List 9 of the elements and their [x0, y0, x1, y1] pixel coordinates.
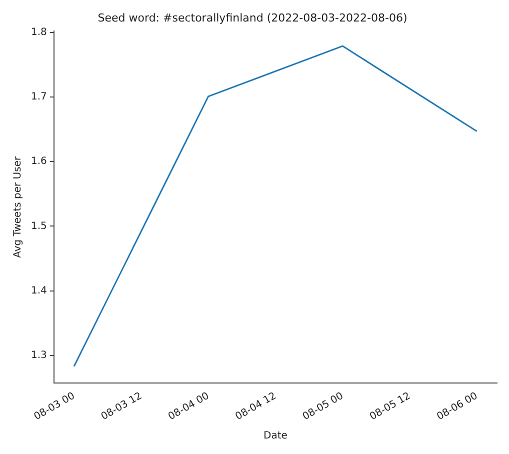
y-tick-label: 1.7	[30, 92, 47, 103]
y-tick-label: 1.8	[30, 27, 47, 38]
y-tick-label: 1.4	[30, 285, 47, 296]
chart-title: Seed word: #sectorallyfinland (2022-08-03-2022-08-06)	[98, 11, 408, 24]
y-axis-title: Avg Tweets per User	[12, 156, 24, 258]
x-axis-title: Date	[264, 430, 288, 442]
y-tick-label: 1.6	[30, 156, 47, 168]
y-tick-label: 1.5	[30, 220, 47, 232]
y-tick-label: 1.3	[30, 350, 47, 361]
